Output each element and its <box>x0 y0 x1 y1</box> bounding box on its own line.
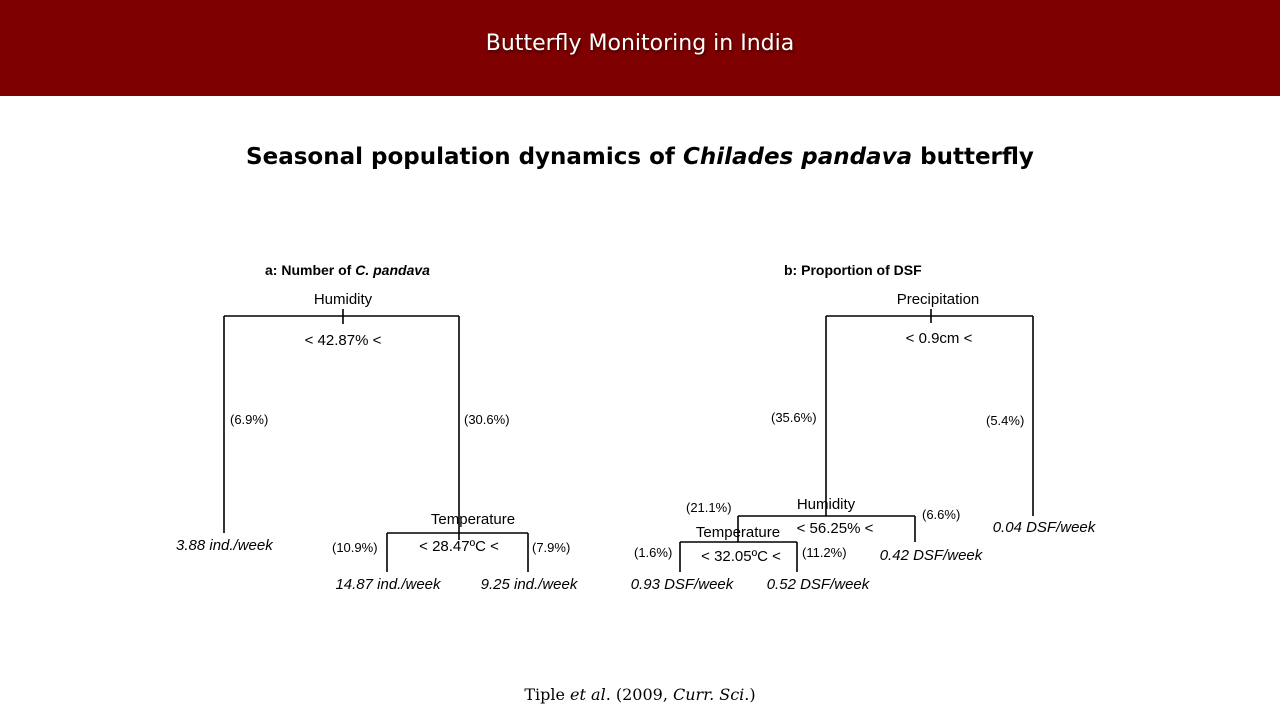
tree-a-heading: a: Number of C. pandava <box>265 262 430 278</box>
tree-b-right-percent: (5.4%) <box>986 413 1024 428</box>
citation-year: . (2009, <box>605 685 673 704</box>
tree-b-node3-split: < 32.05ºC < <box>701 548 781 565</box>
tree-b-leaf-low-temp: 0.93 DSF/week <box>631 576 735 593</box>
tree-b-node2-variable: Humidity <box>797 496 856 513</box>
tree-b-node2-right-percent: (6.6%) <box>922 507 960 522</box>
citation-etal: et al <box>570 685 606 704</box>
tree-b-heading: b: Proportion of DSF <box>784 262 922 278</box>
citation-end: ) <box>749 685 756 704</box>
tree-b-leaf-high-humidity: 0.42 DSF/week <box>880 547 984 564</box>
tree-b-node2-left-percent: (21.1%) <box>686 500 732 515</box>
tree-a-node2-right-percent: (7.9%) <box>532 540 570 555</box>
tree-b-leaf-high-temp: 0.52 DSF/week <box>767 576 871 593</box>
citation-journal: Curr. Sci. <box>673 685 750 704</box>
tree-a: a: Number of C. pandava Humidity < 42.87… <box>176 262 579 593</box>
tree-b-leaf-high-precip: 0.04 DSF/week <box>993 519 1097 536</box>
tree-a-left-percent: (6.9%) <box>230 412 268 427</box>
tree-b-node2-split: < 56.25% < <box>797 520 874 537</box>
tree-a-leaf-low-humidity: 3.88 ind./week <box>176 537 274 554</box>
tree-a-right-percent: (30.6%) <box>464 412 510 427</box>
slide-title: Seasonal population dynamics of Chilades… <box>0 144 1280 170</box>
slide-title-post: butterfly <box>912 144 1034 170</box>
tree-b-root-variable: Precipitation <box>897 291 980 308</box>
slide-title-pre: Seasonal population dynamics of <box>246 144 683 170</box>
presentation-title: Butterfly Monitoring in India <box>485 31 795 56</box>
tree-b-root-split: < 0.9cm < <box>906 330 973 347</box>
tree-a-node2-left-percent: (10.9%) <box>332 540 378 555</box>
tree-b-node3-variable: Temperature <box>696 524 780 541</box>
tree-b-node3-right-percent: (11.2%) <box>802 545 847 560</box>
tree-a-node2-variable: Temperature <box>431 511 515 528</box>
tree-a-leaf-low-temp: 14.87 ind./week <box>335 576 442 593</box>
citation: Tiple et al. (2009, Curr. Sci.) <box>0 685 1280 704</box>
tree-a-root-split: < 42.87% < <box>305 332 382 349</box>
tree-b-left-percent: (35.6%) <box>771 410 817 425</box>
citation-author: Tiple <box>524 685 571 704</box>
tree-a-root-variable: Humidity <box>314 291 373 308</box>
tree-b-node3-left-percent: (1.6%) <box>634 545 672 560</box>
tree-a-leaf-high-temp: 9.25 ind./week <box>481 576 579 593</box>
tree-a-node2-split: < 28.47ºC < <box>419 538 499 555</box>
tree-b: b: Proportion of DSF Precipitation < 0.9… <box>631 262 1097 593</box>
title-bar: Butterfly Monitoring in India <box>0 0 1280 96</box>
slide-title-species: Chilades pandava <box>682 144 913 170</box>
